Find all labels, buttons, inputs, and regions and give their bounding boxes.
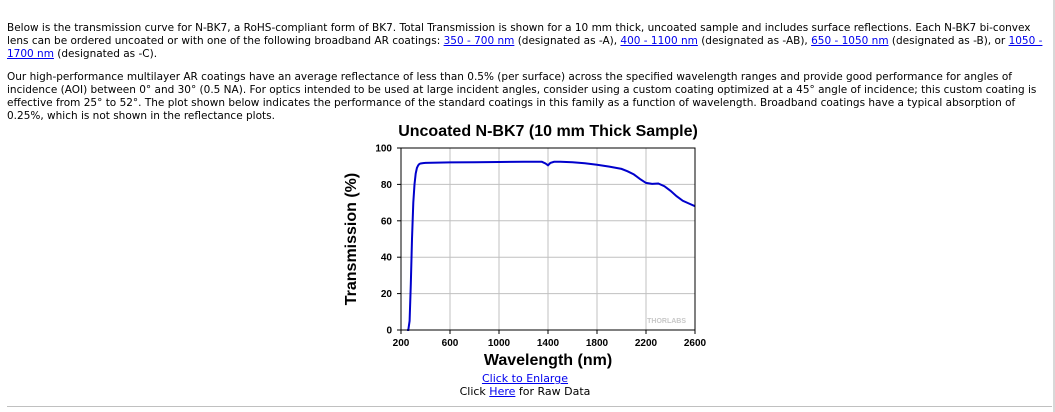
page-edge — [1053, 0, 1055, 412]
transmission-series-line — [407, 160, 696, 331]
y-tick-label: 80 — [381, 180, 393, 191]
x-axis-ticks: 200 600 1000 1400 1800 2200 2600 — [393, 330, 707, 349]
coating-b-link[interactable]: 650 - 1050 nm — [811, 35, 889, 47]
y-tick-label: 60 — [381, 216, 393, 227]
intro-text: (designated as -AB), — [697, 35, 812, 47]
x-tick-label: 200 — [393, 338, 410, 349]
y-tick-label: 100 — [375, 144, 392, 155]
intro-text: (designated as -C). — [53, 48, 158, 60]
chart-title: Uncoated N-BK7 (10 mm Thick Sample) — [398, 123, 698, 140]
x-tick-label: 1000 — [488, 338, 511, 349]
y-axis-label: Transmission (%) — [343, 173, 360, 305]
coating-ab-link[interactable]: 400 - 1100 nm — [620, 35, 698, 47]
click-to-enlarge-link[interactable]: Click to Enlarge — [481, 372, 569, 385]
coating-a-link[interactable]: 350 - 700 nm — [443, 35, 515, 47]
coating-c-link[interactable]: 1050 - 1700 nm — [7, 35, 1043, 60]
y-tick-label: 40 — [381, 253, 393, 264]
intro-text: Below is the transmission curve for N-BK… — [7, 22, 1031, 47]
intro-text: (designated as -A), — [514, 35, 621, 47]
transmission-chart[interactable]: Uncoated N-BK7 (10 mm Thick Sample) 0 20 4… — [336, 120, 716, 370]
y-tick-label: 0 — [386, 326, 392, 337]
coating-description-paragraph: Our high-performance multilayer AR coati… — [7, 71, 1037, 122]
x-tick-label: 2600 — [684, 338, 707, 349]
intro-text: (designated as -B), or — [888, 35, 1009, 47]
intro-paragraph: Below is the transmission curve for N-BK… — [7, 22, 1047, 61]
raw-data-prefix: Click — [459, 385, 490, 398]
y-axis-ticks: 0 20 40 60 80 100 — [375, 144, 401, 337]
x-tick-label: 1400 — [537, 338, 560, 349]
x-tick-label: 1800 — [586, 338, 609, 349]
chart-grid — [400, 147, 696, 331]
y-tick-label: 20 — [381, 289, 393, 300]
plot-frame — [400, 147, 696, 331]
raw-data-suffix: for Raw Data — [515, 385, 591, 398]
section-divider — [7, 406, 1052, 407]
x-tick-label: 600 — [442, 338, 459, 349]
raw-data-link[interactable]: Here — [489, 385, 516, 398]
enlarge-link-row: Click to Enlarge — [0, 372, 1050, 385]
x-axis-label: Wavelength (nm) — [484, 352, 612, 369]
x-tick-label: 2200 — [635, 338, 658, 349]
chart-watermark: THORLABS — [647, 318, 686, 325]
raw-data-row: Click Here for Raw Data — [0, 385, 1050, 398]
